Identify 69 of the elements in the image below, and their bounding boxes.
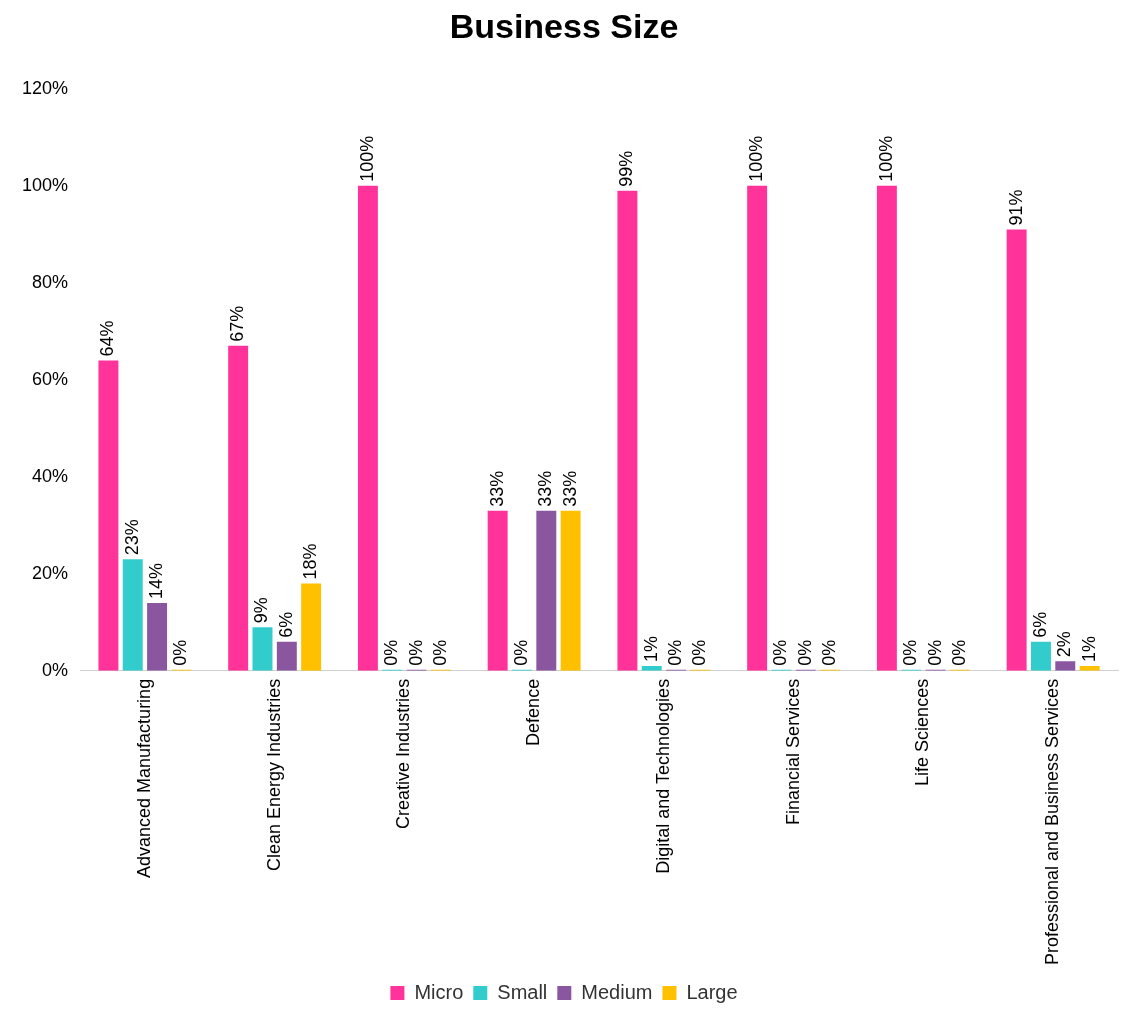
y-tick-label: 100%: [21, 174, 69, 195]
y-tick-label: 80%: [32, 271, 69, 292]
legend-label: Small: [497, 980, 548, 1003]
data-label: 0%: [900, 639, 921, 666]
bar: [617, 190, 638, 671]
data-label: 18%: [300, 543, 321, 580]
data-label: 0%: [405, 639, 426, 666]
bar: [357, 185, 378, 671]
x-tick-label: Life Sciences: [912, 678, 933, 786]
data-label: 0%: [429, 639, 450, 666]
bar: [1030, 641, 1051, 671]
x-tick-label: Financial Services: [782, 678, 803, 825]
bar: [301, 583, 322, 671]
bar: [228, 345, 249, 671]
data-label: 6%: [275, 611, 296, 638]
bar: [1006, 229, 1027, 671]
data-label: 33%: [535, 470, 556, 507]
bar: [560, 510, 581, 671]
legend-label: Large: [686, 980, 738, 1003]
bar: [276, 641, 297, 671]
y-tick-label: 0%: [42, 659, 69, 680]
x-tick-label: Digital and Technologies: [652, 678, 673, 874]
bar: [487, 510, 508, 671]
data-label: 14%: [146, 562, 167, 599]
data-label: 9%: [251, 597, 272, 624]
data-label: 0%: [794, 639, 815, 666]
data-label: 0%: [665, 639, 686, 666]
data-label: 0%: [510, 639, 531, 666]
x-tick-label: Professional and Business Services: [1042, 678, 1063, 966]
data-label: 6%: [1029, 611, 1050, 638]
data-label: 33%: [486, 470, 507, 507]
x-tick-label: Creative Industries: [393, 678, 414, 829]
data-label: 2%: [1054, 631, 1075, 658]
bar: [747, 185, 768, 671]
data-label: 100%: [875, 135, 896, 182]
data-label: 0%: [924, 639, 945, 666]
x-tick-label: Defence: [523, 678, 544, 746]
x-tick-label: Clean Energy Industries: [263, 678, 284, 871]
data-label: 91%: [1005, 189, 1026, 226]
bar: [98, 360, 119, 671]
bar: [876, 185, 897, 671]
y-tick-label: 20%: [32, 562, 69, 583]
data-label: 33%: [559, 470, 580, 507]
data-label: 0%: [819, 639, 840, 666]
y-tick-label: 120%: [21, 77, 69, 98]
data-label: 0%: [770, 639, 791, 666]
data-label: 0%: [689, 639, 710, 666]
y-tick-label: 40%: [32, 465, 69, 486]
data-label: 100%: [356, 135, 377, 182]
x-tick-label: Advanced Manufacturing: [133, 678, 154, 878]
data-label: 0%: [170, 639, 191, 666]
bar: [252, 627, 273, 671]
data-label: 0%: [948, 639, 969, 666]
bar: [147, 602, 168, 671]
y-tick-label: 60%: [32, 368, 69, 389]
data-label: 99%: [616, 150, 637, 187]
legend-label: Micro: [414, 980, 464, 1003]
legend-label: Medium: [581, 980, 653, 1003]
data-label: 64%: [97, 320, 118, 357]
data-label: 1%: [640, 635, 661, 662]
bar: [122, 559, 143, 671]
bar: [536, 510, 557, 671]
chart-title: Business Size: [449, 6, 679, 45]
data-label: 1%: [1078, 635, 1099, 662]
data-label: 67%: [227, 305, 248, 342]
data-label: 0%: [381, 639, 402, 666]
bar: [1055, 661, 1076, 671]
data-label: 23%: [121, 519, 142, 556]
data-label: 100%: [746, 135, 767, 182]
